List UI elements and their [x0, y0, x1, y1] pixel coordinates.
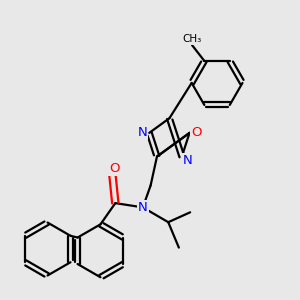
Text: N: N [182, 154, 192, 166]
Text: N: N [137, 126, 147, 140]
Text: N: N [138, 201, 148, 214]
Text: O: O [109, 162, 119, 175]
Text: CH₃: CH₃ [182, 34, 202, 44]
Text: O: O [191, 126, 202, 140]
